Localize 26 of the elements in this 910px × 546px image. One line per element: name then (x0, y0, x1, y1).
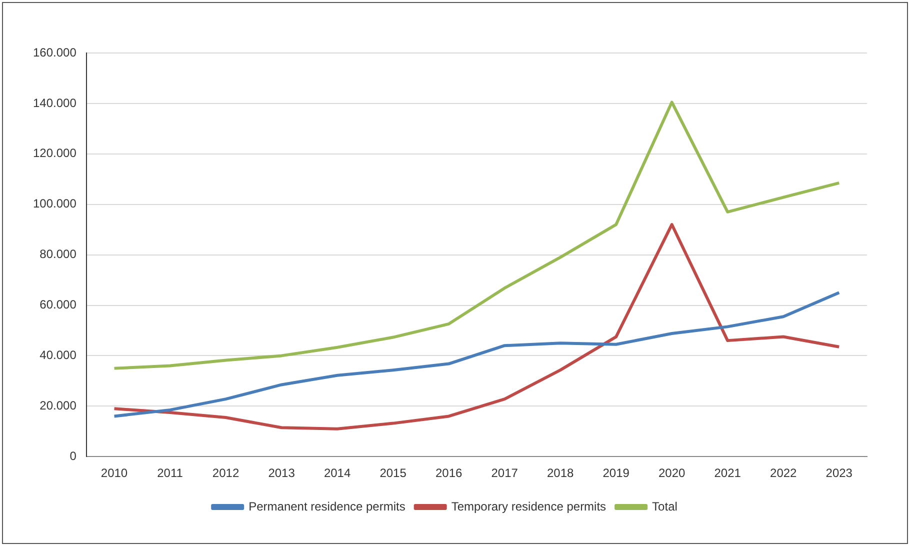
y-tick-label: 80.000 (40, 247, 77, 262)
y-tick-label: 20.000 (40, 398, 77, 412)
y-tick-label: 160.000 (32, 45, 77, 60)
x-tick-label: 2022 (770, 466, 798, 480)
x-tick-label: 2011 (157, 466, 184, 480)
y-tick-label: 60.000 (40, 298, 77, 312)
legend-label: Total (652, 499, 678, 514)
x-tick-label: 2017 (491, 466, 518, 480)
x-tick-label: 2019 (602, 466, 630, 480)
x-tick-label: 2021 (714, 466, 742, 480)
x-tick-label: 2013 (268, 466, 296, 480)
x-tick-label: 2012 (212, 466, 240, 480)
x-tick-label: 2020 (658, 466, 686, 480)
x-tick-label: 2014 (324, 466, 351, 480)
x-tick-label: 2016 (435, 466, 462, 480)
y-tick-label: 140.000 (32, 96, 77, 110)
legend-label: Permanent residence permits (248, 499, 406, 514)
y-tick-label: 0 (70, 448, 77, 463)
y-tick-label: 100.000 (32, 196, 77, 211)
x-tick-label: 2015 (380, 466, 407, 480)
legend-label: Temporary residence permits (451, 499, 606, 514)
x-tick-label: 2010 (100, 466, 128, 480)
y-tick-label: 40.000 (40, 348, 77, 362)
y-tick-label: 120.000 (32, 146, 77, 160)
x-tick-label: 2023 (826, 466, 853, 480)
x-tick-label: 2018 (546, 466, 574, 480)
